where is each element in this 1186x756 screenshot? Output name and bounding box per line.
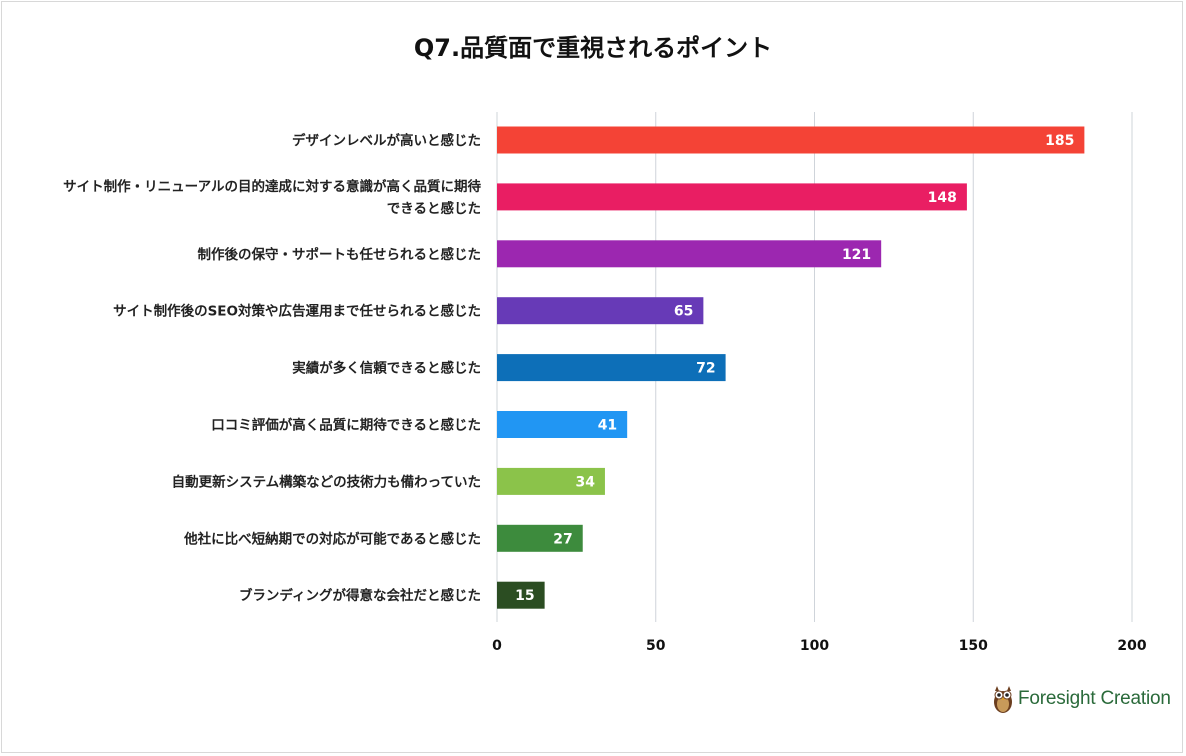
data-label: 41 <box>598 418 617 434</box>
bar <box>497 297 704 325</box>
bars: 185 148 121 65 72 41 34 27 15 <box>497 126 1085 609</box>
chart-title: Q7.品質面で重視されるポイント <box>413 34 773 62</box>
x-tick-label: 0 <box>492 638 502 654</box>
bar <box>497 354 726 382</box>
bar <box>497 411 628 438</box>
data-label: 185 <box>1045 133 1074 149</box>
category-label: サイト制作・リニューアルの目的達成に対する意識が高く品質に期待 <box>63 178 481 195</box>
data-label: 15 <box>515 588 534 604</box>
bar <box>497 581 545 609</box>
x-tick-label: 200 <box>1117 638 1146 654</box>
category-label: 他社に比べ短納期での対応が可能であると感じた <box>183 530 481 547</box>
brand-logo: Foresight Creation <box>990 683 1171 715</box>
x-tick-label: 150 <box>959 638 988 654</box>
data-label: 148 <box>928 190 957 206</box>
data-label: 65 <box>674 304 693 320</box>
x-tick-label: 100 <box>800 638 829 654</box>
data-label: 121 <box>842 247 871 263</box>
bar <box>497 126 1085 154</box>
logo-text: Foresight Creation <box>1018 688 1171 709</box>
category-label: できると感じた <box>387 200 481 217</box>
category-label: 制作後の保守・サポートも任せられると感じた <box>198 246 482 263</box>
category-label: 実績が多く信頼できると感じた <box>292 360 481 377</box>
x-axis-ticks: 0 50 100 150 200 <box>492 638 1147 654</box>
owl-icon <box>994 686 1012 713</box>
category-label: 自動更新システム構築などの技術力も備わっていた <box>172 473 481 490</box>
category-label: サイト制作後のSEO対策や広告運用まで任せられると感じた <box>113 303 481 320</box>
bar <box>497 183 967 211</box>
category-label: デザインレベルが高いと感じた <box>292 132 481 149</box>
x-tick-label: 50 <box>646 638 666 654</box>
bar <box>497 240 882 268</box>
data-label: 27 <box>553 531 572 547</box>
data-label: 72 <box>696 361 715 377</box>
bar <box>497 467 605 495</box>
data-label: 34 <box>575 474 595 490</box>
category-label: ブランディングが得意な会社だと感じた <box>239 587 481 604</box>
category-label: 口コミ評価が高く品質に期待できると感じた <box>211 417 481 434</box>
category-labels: デザインレベルが高いと感じたサイト制作・リニューアルの目的達成に対する意識が高く… <box>63 132 481 604</box>
bar <box>497 524 583 552</box>
